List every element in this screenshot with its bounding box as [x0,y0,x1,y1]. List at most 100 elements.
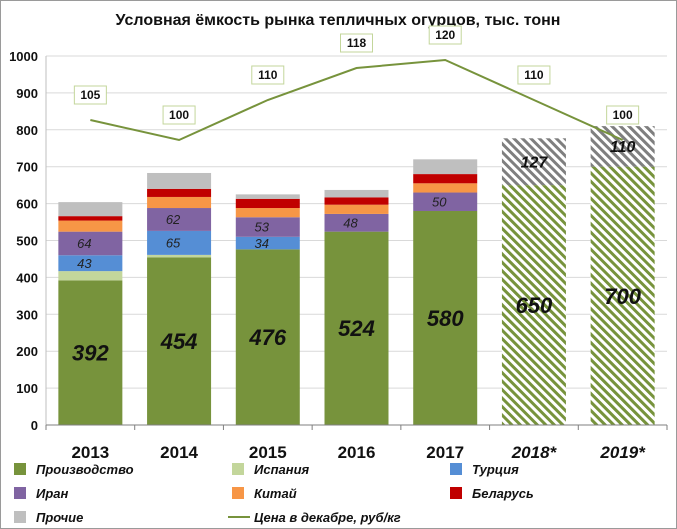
bar-segment [147,254,212,258]
price-label-box [428,25,462,45]
price-label-box [73,85,107,105]
data-label: 65 [166,236,181,251]
bar-segment [58,220,123,232]
bar-segment [501,138,566,186]
y-tick-label: 600 [16,197,38,212]
x-tick-label: 2017 [426,443,464,462]
data-label: 62 [166,212,181,227]
bar-segment [590,126,655,167]
legend-label: Иран [36,486,69,501]
price-label: 110 [258,68,278,82]
bar-segment [501,185,566,425]
data-label: 700 [604,284,641,309]
y-tick-label: 900 [16,86,38,101]
data-label: 34 [255,236,269,251]
bar-segment [58,231,123,256]
y-tick-label: 700 [16,160,38,175]
y-tick-label: 0 [31,418,38,433]
price-label-box [340,33,373,53]
price-line-group: 105 100 110 118 120 110 100 [73,25,640,142]
bar-segment [235,194,300,199]
legend-label: Цена в декабре, руб/кг [254,510,401,525]
legend-swatch [232,487,244,499]
bar-segment [147,196,212,209]
y-tick-label: 200 [16,344,38,359]
bar-segment [324,213,389,232]
bar-segment [235,236,300,250]
price-label: 118 [347,36,367,50]
data-label: 524 [338,316,375,341]
legend-swatch [450,463,462,475]
legend: Производство Испания Турция Иран Китай Белару… [14,462,534,525]
price-label: 120 [435,28,455,42]
bar-segment [58,271,123,281]
legend-label: Беларусь [472,486,534,501]
y-tick-label: 500 [16,234,38,249]
x-tick-label: 2018* [511,443,558,462]
bar-segment [590,166,655,425]
data-label: 53 [255,220,270,235]
data-label: 580 [427,306,464,331]
bar-segment [324,231,389,425]
data-label: 650 [516,293,553,318]
data-label: 392 [72,341,109,366]
bar-segment [147,208,212,231]
bar-segment [235,217,300,237]
data-label: 454 [160,329,198,354]
data-label: 110 [610,139,636,156]
bar-segment [235,249,300,425]
x-tick-label: 2016 [338,443,376,462]
x-tick-label: 2015 [249,443,287,462]
data-label: 476 [248,325,286,350]
price-line [90,58,624,142]
legend-label: Прочие [36,510,83,525]
data-label: 64 [77,236,91,251]
bar-segment [324,197,389,205]
legend-label: Испания [254,462,310,477]
bar-segment [147,230,212,255]
price-label-box [251,65,285,85]
chart-title: Условная ёмкость рынка тепличных огурцов… [116,12,561,29]
legend-swatch [232,463,244,475]
x-tick-label: 2014 [160,443,198,462]
bar-segment [235,208,300,218]
y-tick-label: 400 [16,270,38,285]
price-label: 100 [169,108,189,122]
bar-segment [324,189,389,198]
y-tick-label: 1000 [9,49,38,64]
y-axis: 0 100 200 300 400 500 600 700 800 900 1000 [9,49,47,433]
bar-segment [58,216,123,221]
bar-segment [413,174,478,184]
bar-segment [413,159,478,175]
bar-segment [58,255,123,272]
price-label: 100 [613,108,633,122]
data-label: 48 [343,215,358,230]
x-tick-label: 2019* [599,443,646,462]
bar-segment [235,198,300,209]
bar-segment [58,202,123,217]
bar-segment [147,257,212,425]
data-label: 50 [432,194,447,209]
price-label: 110 [524,68,544,82]
y-tick-label: 300 [16,307,38,322]
data-label: 127 [521,154,549,171]
price-label-box [606,105,640,125]
legend-label: Производство [36,462,134,477]
y-tick-label: 100 [16,381,38,396]
x-axis: 2013 2014 2015 2016 2017 2018* 2019* [45,424,668,462]
x-tick-label: 2013 [71,443,109,462]
legend-swatch [14,463,26,475]
bar-segment [147,172,212,189]
legend-swatch [450,487,462,499]
legend-label: Турция [472,462,519,477]
price-label: 105 [80,88,100,102]
data-label: 43 [77,256,92,271]
bar-segment [58,280,123,425]
y-tick-label: 800 [16,123,38,138]
bar-segment [324,204,389,214]
legend-swatch [14,487,26,499]
legend-label: Китай [254,486,297,501]
bar-segment [413,210,478,425]
